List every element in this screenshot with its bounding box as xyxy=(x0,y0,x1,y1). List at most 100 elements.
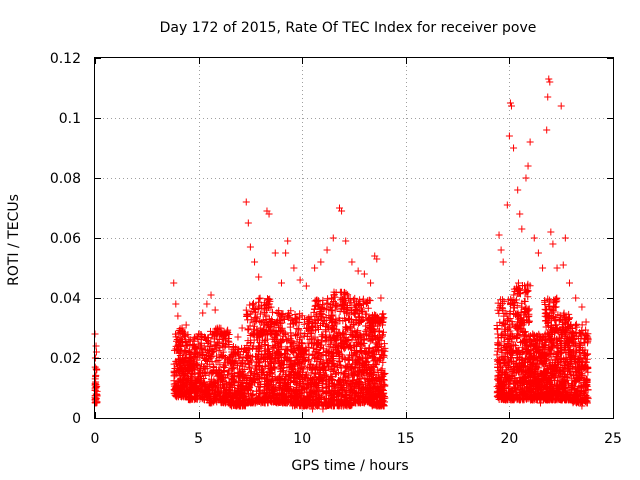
data-point xyxy=(284,237,292,245)
data-point xyxy=(207,338,215,346)
data-point xyxy=(249,318,257,326)
data-point xyxy=(244,326,252,334)
data-point xyxy=(494,330,502,338)
data-point xyxy=(207,291,215,299)
data-point xyxy=(237,398,245,406)
data-point xyxy=(254,383,262,391)
data-point xyxy=(288,363,296,371)
data-point xyxy=(259,336,267,344)
data-point xyxy=(290,320,298,328)
data-point xyxy=(290,348,298,356)
data-point xyxy=(228,376,236,384)
data-point xyxy=(296,310,304,318)
data-point xyxy=(269,389,277,397)
data-point xyxy=(215,369,223,377)
data-point xyxy=(251,305,259,313)
data-point xyxy=(248,399,256,407)
data-point xyxy=(271,338,279,346)
data-point xyxy=(254,304,262,312)
data-point xyxy=(286,323,294,331)
data-point xyxy=(268,315,276,323)
data-point xyxy=(282,399,290,407)
data-point xyxy=(292,392,300,400)
data-point xyxy=(208,348,216,356)
data-point xyxy=(300,320,308,328)
data-point xyxy=(279,367,287,375)
data-point xyxy=(261,301,269,309)
data-point xyxy=(323,246,331,254)
data-point xyxy=(245,380,253,388)
data-point xyxy=(272,318,280,326)
data-point xyxy=(292,330,300,338)
data-point xyxy=(210,379,218,387)
data-point xyxy=(284,390,292,398)
data-point xyxy=(239,370,247,378)
data-point xyxy=(244,385,252,393)
data-point xyxy=(304,356,312,364)
data-point xyxy=(305,343,313,351)
data-point xyxy=(246,364,254,372)
data-point xyxy=(317,258,325,266)
data-point xyxy=(175,349,183,357)
data-point xyxy=(256,324,264,332)
data-point xyxy=(180,378,188,386)
data-point xyxy=(281,383,289,391)
data-point xyxy=(230,369,238,377)
data-point xyxy=(173,367,181,375)
data-point xyxy=(290,264,298,272)
data-point xyxy=(294,344,302,352)
data-point xyxy=(263,388,271,396)
data-point xyxy=(247,368,255,376)
data-point xyxy=(190,389,198,397)
data-point xyxy=(200,368,208,376)
data-point xyxy=(289,339,297,347)
data-point xyxy=(92,365,100,373)
data-point xyxy=(252,364,260,372)
data-point xyxy=(226,381,234,389)
data-point xyxy=(206,342,214,350)
data-point xyxy=(245,351,253,359)
data-point xyxy=(221,354,229,362)
data-point xyxy=(260,368,268,376)
data-point xyxy=(297,398,305,406)
data-point xyxy=(253,395,261,403)
data-point xyxy=(218,394,226,402)
data-point xyxy=(255,374,263,382)
data-point xyxy=(226,353,234,361)
data-point xyxy=(216,375,224,383)
data-point xyxy=(271,390,279,398)
data-point xyxy=(269,343,277,351)
data-point xyxy=(222,391,230,399)
data-point xyxy=(255,273,263,281)
data-point xyxy=(182,338,190,346)
data-point xyxy=(281,376,289,384)
data-point xyxy=(243,353,251,361)
data-point xyxy=(277,312,285,320)
data-point xyxy=(286,312,294,320)
data-point xyxy=(198,360,206,368)
data-point xyxy=(91,363,99,371)
data-point xyxy=(219,363,227,371)
data-point xyxy=(246,322,254,330)
data-point xyxy=(170,279,178,287)
data-point xyxy=(250,376,258,384)
data-point xyxy=(293,315,301,323)
data-point xyxy=(208,358,216,366)
data-point xyxy=(202,355,210,363)
data-point xyxy=(272,399,280,407)
data-point xyxy=(249,344,257,352)
data-point xyxy=(288,316,296,324)
data-point xyxy=(201,334,209,342)
data-point xyxy=(179,391,187,399)
data-point xyxy=(206,352,214,360)
data-point xyxy=(250,305,258,313)
data-point xyxy=(184,360,192,368)
data-point xyxy=(271,249,279,257)
data-point xyxy=(264,297,272,305)
data-point xyxy=(228,360,236,368)
data-point xyxy=(223,327,231,335)
data-point xyxy=(202,371,210,379)
data-point xyxy=(211,306,219,314)
data-point xyxy=(255,329,263,337)
